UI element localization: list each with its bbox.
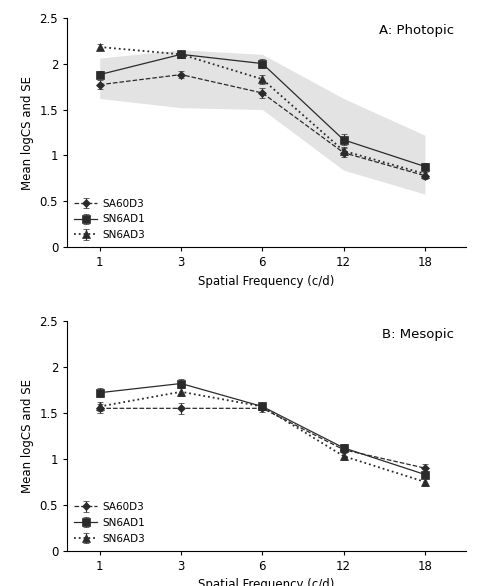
Legend: SA60D3, SN6AD1, SN6AD3: SA60D3, SN6AD1, SN6AD3 xyxy=(72,500,147,546)
Y-axis label: Mean logCS and SE: Mean logCS and SE xyxy=(21,379,34,493)
Text: B: Mesopic: B: Mesopic xyxy=(382,328,454,341)
X-axis label: Spatial Frequency (c/d): Spatial Frequency (c/d) xyxy=(198,275,335,288)
Legend: SA60D3, SN6AD1, SN6AD3: SA60D3, SN6AD1, SN6AD3 xyxy=(72,196,147,242)
Y-axis label: Mean logCS and SE: Mean logCS and SE xyxy=(21,76,34,189)
X-axis label: Spatial Frequency (c/d): Spatial Frequency (c/d) xyxy=(198,578,335,586)
Text: A: Photopic: A: Photopic xyxy=(379,25,454,38)
